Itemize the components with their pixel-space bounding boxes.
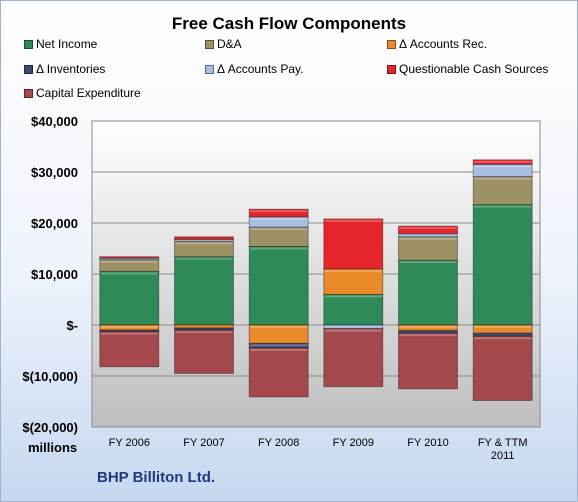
bar-highlight	[175, 242, 233, 245]
bar-highlight	[324, 329, 382, 332]
legend-swatch	[24, 89, 33, 98]
bar-highlight	[175, 257, 233, 260]
legend-label: Δ Accounts Pay.	[217, 62, 304, 76]
bar-segment	[472, 176, 533, 206]
bar-segment	[398, 259, 458, 326]
bar-highlight	[250, 247, 308, 250]
bar-highlight	[399, 261, 457, 264]
x-tick-label: FY 2006	[109, 437, 150, 449]
bar-highlight	[250, 217, 308, 220]
x-tick-label: FY & TTM	[478, 437, 528, 449]
bar-highlight	[324, 219, 382, 222]
legend-item: D&A	[205, 37, 242, 51]
bar-segment	[248, 347, 309, 398]
bar-highlight	[250, 344, 308, 347]
x-tick-label: FY 2007	[183, 437, 224, 449]
legend-item: Δ Accounts Pay.	[205, 62, 304, 76]
bar-segment	[398, 332, 458, 390]
company-name: BHP Billiton Ltd.	[97, 469, 216, 486]
bar-segment	[472, 204, 533, 326]
bar-highlight	[100, 272, 158, 275]
bar-segment	[398, 236, 458, 261]
bar-segment	[398, 225, 458, 235]
bar-segment	[248, 208, 309, 218]
bar-highlight	[399, 326, 457, 328]
bar-highlight	[474, 177, 532, 180]
legend-label: Δ Inventories	[36, 62, 106, 76]
bar-segment	[323, 324, 384, 330]
legend-label: Net Income	[36, 37, 98, 51]
bar-segment	[323, 218, 384, 270]
bar-highlight	[250, 348, 308, 351]
legend-label: Questionable Cash Sources	[399, 62, 549, 76]
y-tick-label: $30,000	[31, 165, 78, 180]
bar-segment	[174, 240, 234, 258]
legend-swatch	[387, 65, 396, 74]
bar-segment	[174, 236, 234, 240]
bar-highlight	[175, 331, 233, 334]
bar-highlight	[250, 210, 308, 213]
x-tick-label: 2011	[491, 450, 515, 462]
legend-swatch	[205, 40, 214, 49]
bar-segment	[323, 293, 384, 326]
legend-swatch	[205, 65, 214, 74]
bar-highlight	[474, 337, 532, 340]
x-tick-label: FY 2009	[333, 437, 374, 449]
bar-segment	[174, 256, 234, 326]
bar-segment	[248, 226, 309, 248]
legend-item: Questionable Cash Sources	[387, 62, 548, 76]
bar-segment	[99, 331, 160, 368]
legend-label: Δ Accounts Rec.	[399, 37, 488, 51]
bar-highlight	[250, 326, 308, 328]
bar-highlight	[324, 269, 382, 272]
bar-highlight	[324, 295, 382, 298]
legend-label: Capital Expenditure	[36, 86, 141, 100]
chart-title: Free Cash Flow Components	[171, 14, 407, 33]
legend-item: Capital Expenditure	[24, 86, 141, 100]
y-tick-label: $-	[66, 318, 78, 333]
y-tick-label: $40,000	[31, 114, 78, 129]
bar-highlight	[399, 227, 457, 230]
legend-swatch	[387, 40, 396, 49]
y-tick-label: $20,000	[31, 216, 78, 231]
legend-label: D&A	[217, 37, 242, 51]
units-label: millions	[28, 440, 78, 455]
bar-segment	[472, 335, 533, 402]
y-tick-label: $(10,000)	[22, 369, 78, 384]
bar-highlight	[474, 205, 532, 208]
bar-highlight	[100, 260, 158, 263]
legend-swatch	[24, 65, 33, 74]
x-tick-label: FY 2010	[407, 437, 448, 449]
bar-segment	[174, 329, 234, 374]
y-tick-label: $10,000	[31, 267, 78, 282]
bar-segment	[248, 246, 309, 326]
bar-segment	[323, 328, 384, 388]
bar-segment	[323, 268, 384, 295]
legend-item: Δ Accounts Rec.	[387, 37, 487, 51]
legend-item: Net Income	[24, 37, 97, 51]
bar-segment	[99, 271, 160, 326]
bar-highlight	[100, 332, 158, 335]
bar-highlight	[250, 228, 308, 231]
bar-highlight	[474, 165, 532, 168]
bar-segment	[472, 159, 533, 165]
bar-highlight	[399, 334, 457, 337]
legend-item: Δ Inventories	[24, 62, 105, 76]
legend-swatch	[24, 40, 33, 49]
bar-highlight	[399, 237, 457, 240]
bar-highlight	[474, 160, 532, 163]
bar-highlight	[474, 326, 532, 328]
y-tick-label: $(20,000)	[22, 420, 78, 435]
bar-segment	[99, 256, 160, 259]
x-tick-label: FY 2008	[258, 437, 299, 449]
bar-highlight	[100, 326, 158, 328]
